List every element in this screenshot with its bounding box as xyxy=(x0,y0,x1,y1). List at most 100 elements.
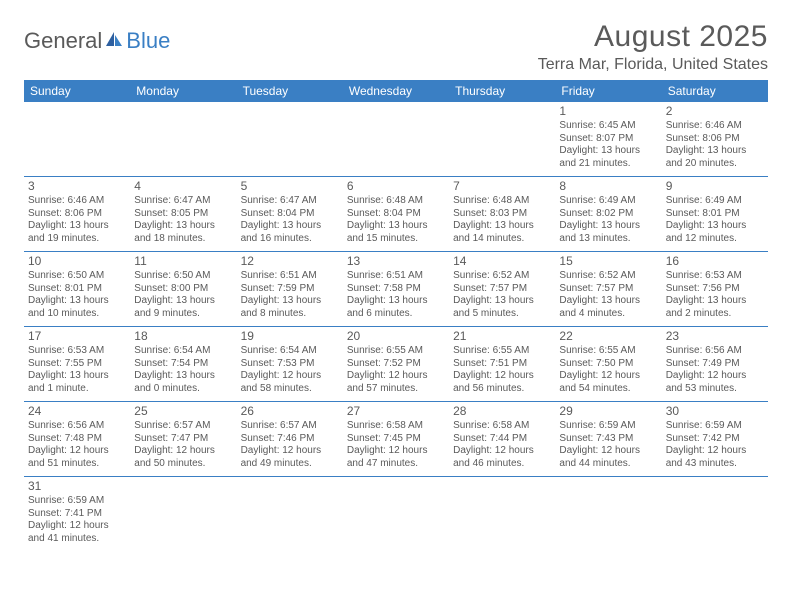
day-info-line: Sunset: 8:02 PM xyxy=(559,208,657,221)
day-info-line: Daylight: 13 hours xyxy=(28,370,126,383)
day-info-line: and 58 minutes. xyxy=(241,383,339,396)
calendar-row: 1Sunrise: 6:45 AMSunset: 8:07 PMDaylight… xyxy=(24,102,768,177)
calendar-day: 9Sunrise: 6:49 AMSunset: 8:01 PMDaylight… xyxy=(662,177,768,251)
day-info-line: Daylight: 12 hours xyxy=(347,445,445,458)
day-info-line: Sunset: 8:03 PM xyxy=(453,208,551,221)
day-info-line: Daylight: 12 hours xyxy=(559,445,657,458)
day-info-line: Sunrise: 6:46 AM xyxy=(28,195,126,208)
calendar-day: 13Sunrise: 6:51 AMSunset: 7:58 PMDayligh… xyxy=(343,252,449,326)
day-number: 13 xyxy=(347,254,445,269)
day-info-line: and 14 minutes. xyxy=(453,233,551,246)
day-info-line: and 4 minutes. xyxy=(559,308,657,321)
day-number: 10 xyxy=(28,254,126,269)
day-info-line: Sunrise: 6:53 AM xyxy=(666,270,764,283)
day-info-line: Sunrise: 6:59 AM xyxy=(666,420,764,433)
day-info-line: Sunrise: 6:52 AM xyxy=(453,270,551,283)
day-info-line: Sunrise: 6:51 AM xyxy=(347,270,445,283)
calendar-empty xyxy=(130,102,236,176)
day-number: 11 xyxy=(134,254,232,269)
day-info-line: Daylight: 13 hours xyxy=(559,145,657,158)
calendar-empty xyxy=(555,477,661,551)
day-info-line: Sunset: 8:04 PM xyxy=(347,208,445,221)
day-number: 7 xyxy=(453,179,551,194)
weekday-header: Tuesday xyxy=(237,80,343,102)
weekday-header: Wednesday xyxy=(343,80,449,102)
day-info-line: Daylight: 13 hours xyxy=(134,220,232,233)
day-info-line: Sunset: 7:48 PM xyxy=(28,433,126,446)
calendar-day: 20Sunrise: 6:55 AMSunset: 7:52 PMDayligh… xyxy=(343,327,449,401)
calendar-body: 1Sunrise: 6:45 AMSunset: 8:07 PMDaylight… xyxy=(24,102,768,551)
day-info-line: Daylight: 12 hours xyxy=(134,445,232,458)
location-text: Terra Mar, Florida, United States xyxy=(538,56,768,74)
calendar-day: 16Sunrise: 6:53 AMSunset: 7:56 PMDayligh… xyxy=(662,252,768,326)
calendar-day: 8Sunrise: 6:49 AMSunset: 8:02 PMDaylight… xyxy=(555,177,661,251)
day-info-line: Sunrise: 6:58 AM xyxy=(347,420,445,433)
calendar-empty xyxy=(237,102,343,176)
day-info-line: Sunset: 7:59 PM xyxy=(241,283,339,296)
logo-text-1: General xyxy=(24,28,102,54)
calendar-empty xyxy=(449,477,555,551)
day-info-line: and 9 minutes. xyxy=(134,308,232,321)
calendar-day: 31Sunrise: 6:59 AMSunset: 7:41 PMDayligh… xyxy=(24,477,130,551)
calendar-day: 11Sunrise: 6:50 AMSunset: 8:00 PMDayligh… xyxy=(130,252,236,326)
day-info-line: Daylight: 12 hours xyxy=(559,370,657,383)
day-number: 18 xyxy=(134,329,232,344)
weekday-header: Friday xyxy=(555,80,661,102)
calendar-day: 19Sunrise: 6:54 AMSunset: 7:53 PMDayligh… xyxy=(237,327,343,401)
day-info-line: Daylight: 13 hours xyxy=(453,295,551,308)
day-info-line: Daylight: 12 hours xyxy=(453,370,551,383)
calendar-day: 21Sunrise: 6:55 AMSunset: 7:51 PMDayligh… xyxy=(449,327,555,401)
calendar-day: 23Sunrise: 6:56 AMSunset: 7:49 PMDayligh… xyxy=(662,327,768,401)
day-info-line: and 53 minutes. xyxy=(666,383,764,396)
calendar-header-row: SundayMondayTuesdayWednesdayThursdayFrid… xyxy=(24,80,768,102)
calendar-day: 17Sunrise: 6:53 AMSunset: 7:55 PMDayligh… xyxy=(24,327,130,401)
calendar-day: 30Sunrise: 6:59 AMSunset: 7:42 PMDayligh… xyxy=(662,402,768,476)
logo-text-2: Blue xyxy=(126,28,170,54)
day-info-line: Sunrise: 6:53 AM xyxy=(28,345,126,358)
calendar-empty xyxy=(343,102,449,176)
day-number: 23 xyxy=(666,329,764,344)
day-info-line: and 43 minutes. xyxy=(666,458,764,471)
page-header: GeneralBlue August 2025 Terra Mar, Flori… xyxy=(24,20,768,74)
day-info-line: and 6 minutes. xyxy=(347,308,445,321)
day-number: 31 xyxy=(28,479,126,494)
calendar-day: 15Sunrise: 6:52 AMSunset: 7:57 PMDayligh… xyxy=(555,252,661,326)
day-info-line: and 8 minutes. xyxy=(241,308,339,321)
calendar-day: 14Sunrise: 6:52 AMSunset: 7:57 PMDayligh… xyxy=(449,252,555,326)
logo: General Blue xyxy=(24,28,170,54)
day-info-line: Daylight: 12 hours xyxy=(241,370,339,383)
calendar: SundayMondayTuesdayWednesdayThursdayFrid… xyxy=(24,80,768,551)
day-number: 15 xyxy=(559,254,657,269)
day-info-line: Sunrise: 6:47 AM xyxy=(241,195,339,208)
calendar-empty xyxy=(237,477,343,551)
day-number: 4 xyxy=(134,179,232,194)
calendar-day: 22Sunrise: 6:55 AMSunset: 7:50 PMDayligh… xyxy=(555,327,661,401)
day-number: 20 xyxy=(347,329,445,344)
day-number: 30 xyxy=(666,404,764,419)
weekday-header: Monday xyxy=(130,80,236,102)
day-info-line: Sunrise: 6:59 AM xyxy=(559,420,657,433)
calendar-day: 7Sunrise: 6:48 AMSunset: 8:03 PMDaylight… xyxy=(449,177,555,251)
day-info-line: and 20 minutes. xyxy=(666,158,764,171)
day-number: 21 xyxy=(453,329,551,344)
day-info-line: Sunset: 7:41 PM xyxy=(28,508,126,521)
day-number: 22 xyxy=(559,329,657,344)
calendar-empty xyxy=(130,477,236,551)
calendar-day: 4Sunrise: 6:47 AMSunset: 8:05 PMDaylight… xyxy=(130,177,236,251)
day-info-line: Sunrise: 6:49 AM xyxy=(666,195,764,208)
weekday-header: Saturday xyxy=(662,80,768,102)
day-info-line: and 15 minutes. xyxy=(347,233,445,246)
day-info-line: Daylight: 13 hours xyxy=(241,220,339,233)
calendar-day: 10Sunrise: 6:50 AMSunset: 8:01 PMDayligh… xyxy=(24,252,130,326)
day-number: 6 xyxy=(347,179,445,194)
day-number: 9 xyxy=(666,179,764,194)
calendar-day: 12Sunrise: 6:51 AMSunset: 7:59 PMDayligh… xyxy=(237,252,343,326)
day-info-line: and 44 minutes. xyxy=(559,458,657,471)
day-number: 29 xyxy=(559,404,657,419)
day-info-line: Sunset: 8:01 PM xyxy=(28,283,126,296)
day-info-line: and 16 minutes. xyxy=(241,233,339,246)
day-info-line: Sunrise: 6:48 AM xyxy=(453,195,551,208)
day-info-line: Sunset: 7:52 PM xyxy=(347,358,445,371)
calendar-day: 1Sunrise: 6:45 AMSunset: 8:07 PMDaylight… xyxy=(555,102,661,176)
day-info-line: Sunset: 7:45 PM xyxy=(347,433,445,446)
